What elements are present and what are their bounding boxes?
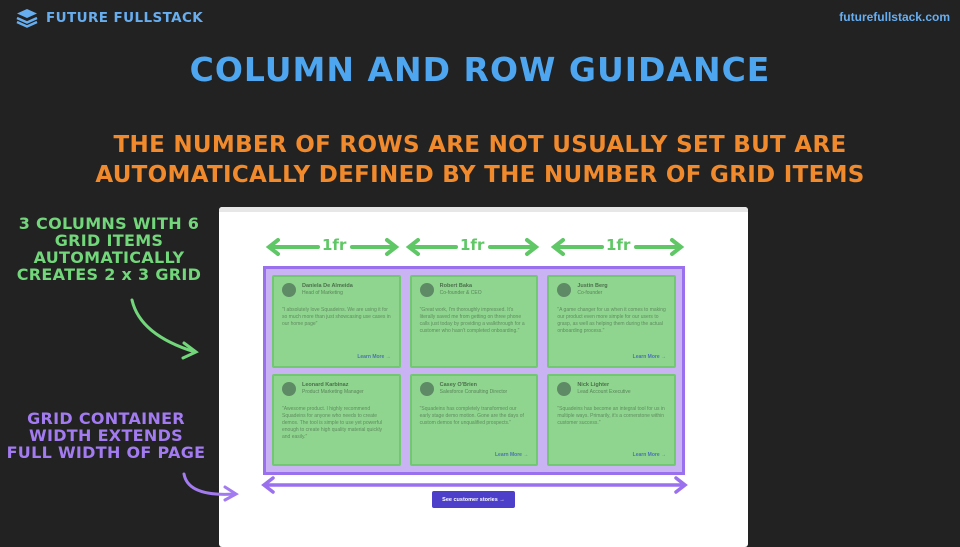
brand[interactable]: FUTURE FULLSTACK [16,7,203,29]
card-name: Robert Baka [439,283,473,289]
avatar [419,381,434,396]
learn-more-link[interactable]: Learn More → [357,353,391,360]
card-quote: "Squadeins has become an integral tool f… [557,405,665,426]
card-quote: "A game changer for us when it comes to … [557,307,666,334]
grid-item: Justin Berg Co-founder "A game changer fo… [547,275,676,368]
grid-item: Casey O'Brien Salesforce Consulting Direc… [409,373,539,466]
learn-more-link[interactable]: Learn More → [494,452,529,458]
grid-item: Nick Lighter Lead Account Executive "Squa… [547,373,676,466]
card-quote: "Squadeins has completely transformed ou… [419,405,524,426]
card-name: Nick Lighter [577,381,610,388]
card-quote: "Great work, I'm thoroughly impressed. I… [419,307,525,334]
card-role: Co-founder [577,290,603,296]
card-name: Leonard Karbinaz [302,381,349,388]
grid-item: Robert Baka Co-founder & CEO "Great work,… [409,275,539,368]
slide-title: COLUMN AND ROW GUIDANCE [189,50,771,89]
card-role: Head of Marketing [302,290,343,296]
brand-name: FUTURE FULLSTACK [46,10,204,26]
card-role: Co-founder & CEO [439,290,482,296]
card-name: Daniela De Almeida [302,283,353,289]
card-role: Product Marketing Manager [302,388,364,395]
slide-subtitle: THE NUMBER OF ROWS ARE NOT USUALLY SET B… [95,132,865,188]
card-quote: "I absolutely love Squadeins. We are usi… [282,307,391,327]
avatar [282,283,296,297]
curved-arrow-green [130,298,199,360]
see-customer-stories-button[interactable]: See customer stories → [432,491,515,508]
card-quote: "Awesome product. I highly recommend Squ… [282,405,383,440]
card-name: Justin Berg [577,283,608,289]
avatar [419,283,434,297]
card-role: Salesforce Consulting Director [439,388,508,395]
grid-item: Daniela De Almeida Head of Marketing "I a… [272,275,401,368]
column-width-label: 1fr [320,236,349,254]
site-url[interactable]: futurefullstack.com [839,10,950,24]
grid-container: Daniela De Almeida Head of Marketing "I a… [263,266,685,475]
avatar [557,381,572,396]
column-width-label: 1fr [604,236,633,254]
width-note: GRID CONTAINER WIDTH EXTENDS FULL WIDTH … [6,409,206,462]
learn-more-link[interactable]: Learn More → [632,353,666,360]
grid-item: Leonard Karbinaz Product Marketing Manage… [272,373,401,466]
webpage-top-bar [219,207,748,212]
avatar [282,381,296,396]
card-role: Lead Account Executive [577,388,631,395]
avatar [557,283,572,297]
layers-logo-icon [16,9,38,28]
learn-more-link[interactable]: Learn More → [632,452,666,458]
columns-note: 3 COLUMNS WITH 6 GRID ITEMS AUTOMATICALL… [16,214,202,284]
card-name: Casey O'Brien [439,381,478,388]
column-width-label: 1fr [458,236,487,254]
